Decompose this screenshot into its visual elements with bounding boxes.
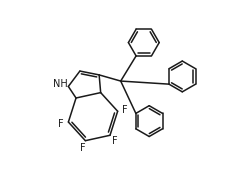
Text: F: F: [112, 136, 118, 146]
Text: F: F: [58, 119, 64, 129]
Text: NH: NH: [53, 79, 68, 89]
Text: F: F: [80, 143, 86, 153]
Text: F: F: [122, 105, 128, 115]
